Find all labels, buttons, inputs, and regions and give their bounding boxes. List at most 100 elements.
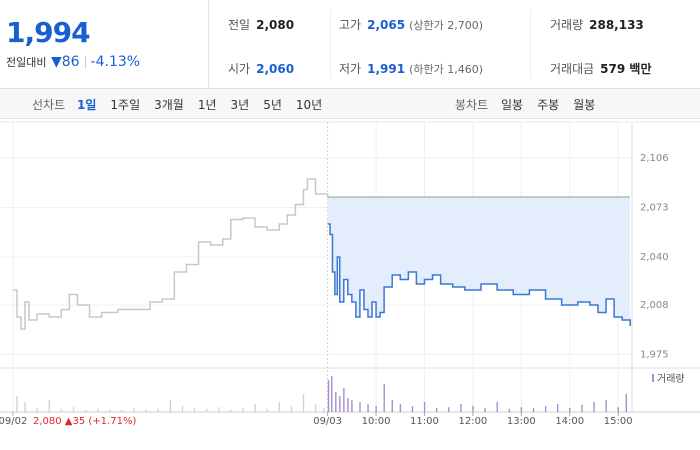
period-tab[interactable]: 1주일 bbox=[110, 98, 141, 112]
stat-value: 1,991 bbox=[367, 62, 406, 76]
tab-bar: 선차트 1일 1주일 3개월 1년 3년 5년 10년 봉차트 일봉 주봉 월봉 bbox=[0, 89, 700, 119]
stat-label: 전일 bbox=[228, 18, 251, 32]
price-line bbox=[12, 178, 329, 330]
x-tick-label: 13:00 bbox=[507, 416, 536, 427]
volume-bar bbox=[72, 407, 75, 412]
legend-swatch bbox=[652, 374, 654, 382]
volume-bar bbox=[84, 410, 87, 412]
period-tab[interactable]: 5년 bbox=[263, 98, 282, 112]
volume-bar bbox=[109, 409, 111, 412]
volume-bar bbox=[36, 408, 38, 412]
volume-bar bbox=[335, 392, 337, 412]
candle-tab[interactable]: 월봉 bbox=[573, 98, 596, 112]
volume-bar bbox=[359, 402, 361, 412]
stat-value: 2,065 bbox=[367, 18, 406, 32]
candle-tab[interactable]: 일봉 bbox=[501, 98, 524, 112]
volume-bar bbox=[391, 400, 393, 412]
volume-bar bbox=[60, 408, 63, 412]
stat: 저가 1,991 (하한가 1,460) bbox=[339, 60, 483, 77]
volume-bar bbox=[399, 404, 402, 412]
volume-bar bbox=[97, 408, 99, 412]
tab-group-label: 봉차트 bbox=[455, 98, 489, 112]
volume-bar bbox=[322, 408, 325, 412]
volume-bar bbox=[569, 408, 571, 412]
volume-bar bbox=[121, 410, 123, 412]
volume-bar bbox=[24, 402, 26, 412]
stat-note: (상한가 2,700) bbox=[409, 19, 483, 32]
volume-bar bbox=[302, 394, 305, 412]
legend-label: 거래량 bbox=[657, 373, 685, 385]
volume-bar bbox=[278, 402, 281, 412]
volume-bar bbox=[375, 406, 377, 412]
stat: 시가 2,060 bbox=[228, 60, 294, 77]
volume-bar bbox=[532, 408, 535, 412]
x-tick-label: 09/03 bbox=[313, 416, 342, 427]
quote-box: 1,994 전일대비 ▼86 -4.13% bbox=[0, 0, 209, 88]
x-tick-label: 15:00 bbox=[604, 416, 633, 427]
stat-value: 2,060 bbox=[256, 62, 295, 76]
divider bbox=[330, 10, 331, 78]
volume-bar bbox=[331, 376, 333, 412]
volume-bar bbox=[351, 400, 353, 412]
volume-bar bbox=[617, 407, 619, 412]
x-tick-label: 14:00 bbox=[555, 416, 584, 427]
period-tab[interactable]: 3년 bbox=[230, 98, 250, 112]
volume-bar bbox=[435, 408, 438, 412]
x-tick-label: 09/02 bbox=[0, 416, 27, 427]
volume-bar bbox=[16, 396, 18, 412]
volume-bar bbox=[544, 406, 547, 412]
stat-label: 거래대금 bbox=[550, 62, 595, 76]
change-row: 전일대비 ▼86 -4.13% bbox=[6, 54, 140, 70]
y-tick-label: 2,008 bbox=[640, 300, 669, 311]
period-tab[interactable]: 3개월 bbox=[154, 98, 184, 112]
volume-bar bbox=[423, 402, 426, 412]
change-pct: -4.13% bbox=[90, 54, 141, 70]
volume-bar bbox=[411, 406, 414, 412]
y-tick-label: 2,106 bbox=[640, 153, 669, 164]
volume-bar bbox=[145, 409, 147, 412]
divider bbox=[530, 10, 531, 78]
volume-bar bbox=[157, 408, 159, 412]
volume-bar bbox=[557, 404, 559, 412]
separator bbox=[84, 56, 86, 68]
volume-bar bbox=[593, 402, 595, 412]
stat-value: 579 백만 bbox=[600, 62, 652, 76]
volume-bar bbox=[327, 380, 330, 412]
volume-bar bbox=[472, 406, 474, 412]
volume-bar bbox=[169, 400, 172, 412]
y-tick-label: 2,040 bbox=[640, 252, 669, 263]
volume-bar bbox=[290, 406, 293, 412]
volume-bar bbox=[133, 408, 135, 412]
tab-group-label: 선차트 bbox=[32, 98, 66, 112]
volume-bar bbox=[460, 404, 462, 412]
volume-bar bbox=[242, 408, 244, 412]
volume-bar bbox=[193, 408, 196, 412]
period-tab[interactable]: 1년 bbox=[197, 98, 217, 112]
stat-label: 거래량 bbox=[550, 18, 584, 32]
volume-bar bbox=[181, 406, 184, 412]
volume-bar bbox=[343, 388, 345, 412]
period-tab[interactable]: 10년 bbox=[295, 98, 323, 112]
stat: 거래량 288,133 bbox=[550, 16, 644, 33]
current-price: 1,994 bbox=[6, 16, 91, 49]
period-tab[interactable]: 1일 bbox=[77, 98, 97, 112]
volume-bar bbox=[508, 408, 511, 412]
stat-note: (하한가 1,460) bbox=[409, 63, 483, 76]
stat: 거래대금 579 백만 bbox=[550, 60, 651, 77]
volume-bar bbox=[347, 398, 349, 412]
price-line bbox=[327, 223, 632, 326]
annotation: 2,080 ▲35 (+1.71%) bbox=[33, 416, 136, 427]
volume-bar bbox=[383, 384, 385, 412]
y-tick-label: 2,073 bbox=[640, 203, 669, 214]
volume-bar bbox=[48, 400, 51, 412]
candle-tab[interactable]: 주봉 bbox=[537, 98, 560, 112]
quote-panel: 1,994 전일대비 ▼86 -4.13% 전일 2,080 고가 2,065 (상한가 … bbox=[0, 0, 700, 89]
y-tick-label: 1,975 bbox=[640, 350, 669, 361]
change-label: 전일대비 bbox=[6, 56, 47, 69]
volume-bar bbox=[448, 407, 450, 412]
stat-label: 저가 bbox=[339, 62, 362, 76]
x-tick-label: 11:00 bbox=[410, 416, 439, 427]
volume-bar bbox=[339, 396, 341, 412]
